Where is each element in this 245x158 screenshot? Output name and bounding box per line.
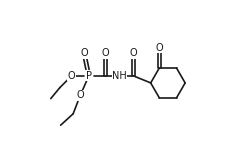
Text: O: O	[68, 71, 75, 81]
Text: O: O	[130, 48, 137, 58]
Text: O: O	[156, 43, 163, 53]
Text: O: O	[101, 48, 109, 58]
Text: O: O	[76, 90, 84, 100]
Text: NH: NH	[112, 71, 127, 81]
Text: O: O	[80, 48, 88, 58]
Text: P: P	[86, 71, 92, 81]
